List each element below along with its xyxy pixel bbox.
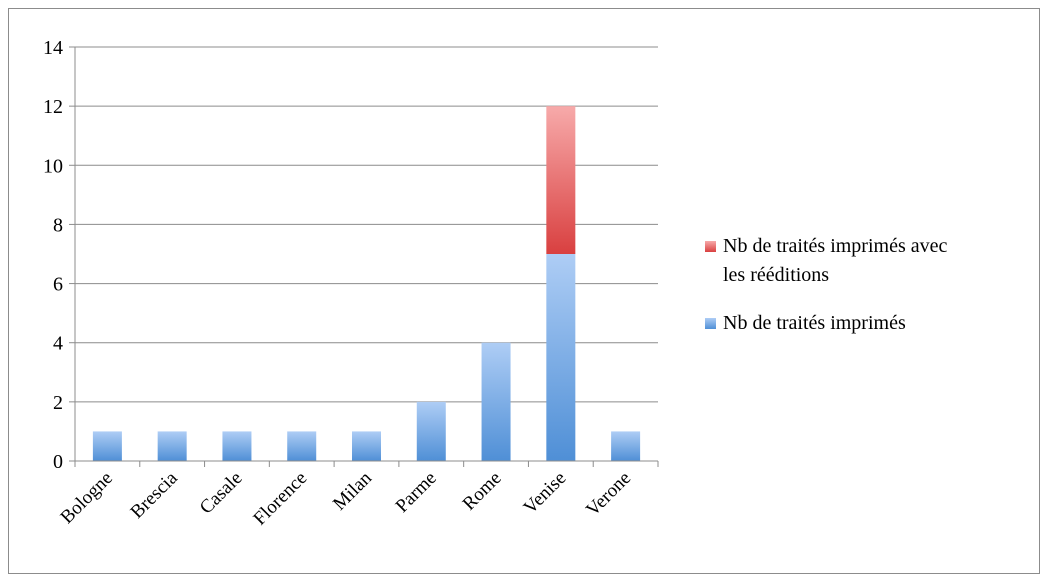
legend: Nb de traités imprimés avec les réédition…	[705, 235, 947, 334]
legend-swatch	[705, 241, 716, 252]
bars	[92, 106, 641, 461]
y-tick-label: 8	[53, 214, 63, 236]
x-tick-label: Parme	[392, 468, 441, 517]
y-tick-label: 6	[53, 274, 63, 296]
x-tick-label: Bologne	[57, 468, 117, 528]
y-tick-label: 0	[53, 451, 63, 473]
bar-reeditions-venise	[546, 106, 576, 255]
x-tick-label: Casale	[196, 468, 247, 519]
y-tick-label: 12	[43, 96, 63, 118]
bar-printed-parme	[416, 401, 446, 461]
bar-printed-brescia	[157, 431, 187, 461]
y-tick-labels: 0 2 4 6 8 10 12 14	[43, 37, 63, 473]
bar-printed-milan	[352, 431, 381, 461]
axes	[69, 46, 659, 467]
bar-printed-bologne	[92, 431, 122, 461]
y-tick-label: 4	[53, 333, 63, 355]
x-tick-label: Venise	[520, 468, 571, 519]
bar-printed-venise	[546, 254, 576, 461]
y-tick-label: 14	[43, 37, 63, 59]
y-tick-label: 10	[43, 155, 63, 177]
x-tick-label: Verone	[582, 468, 635, 521]
bar-printed-florence	[287, 431, 317, 461]
x-tick-label: Florence	[249, 468, 311, 530]
legend-label: Nb de traités imprimés	[723, 312, 906, 334]
chart-frame	[8, 8, 1040, 574]
x-tick-labels: Bologne Brescia Casale Florence Milan Parme Ro…	[57, 467, 636, 529]
y-tick-label: 2	[53, 392, 63, 414]
legend-label: Nb de traités imprimés avec les réédition…	[723, 235, 947, 286]
x-tick-label: Brescia	[127, 467, 183, 523]
bar-printed-verone	[611, 431, 641, 461]
bar-printed-casale	[222, 431, 252, 461]
legend-swatch	[705, 318, 716, 329]
x-tick-label: Rome	[459, 468, 506, 515]
bar-printed-rome	[481, 342, 511, 461]
x-tick-label: Milan	[329, 467, 376, 514]
